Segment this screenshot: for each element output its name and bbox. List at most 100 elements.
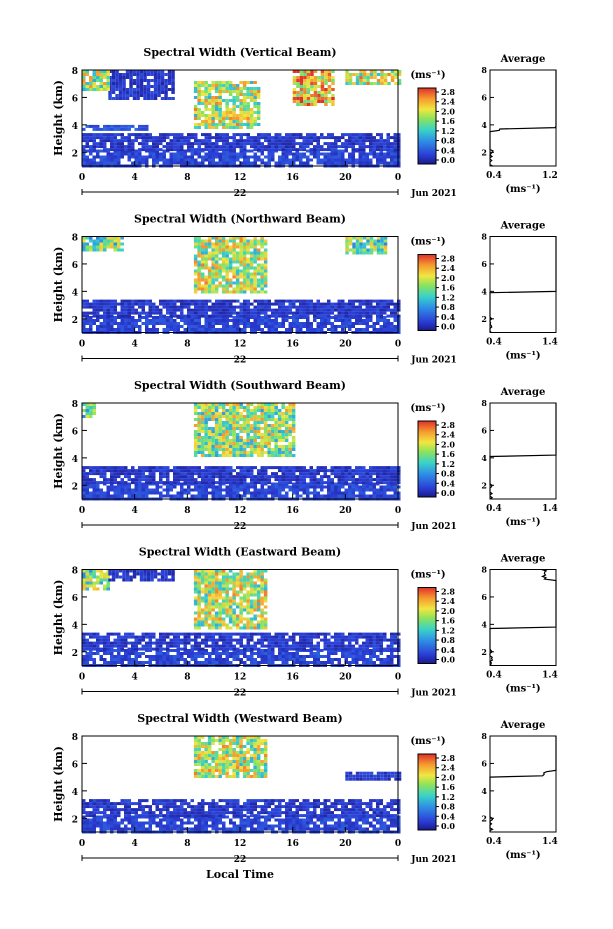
heatmap-cell: [103, 236, 107, 240]
heatmap-cell: [355, 239, 360, 243]
heatmap-cell: [218, 275, 222, 279]
heatmap-cell: [92, 73, 96, 76]
heatmap-cell: [211, 87, 215, 90]
heatmap-cell: [169, 305, 173, 309]
heatmap-cell: [256, 436, 261, 439]
heatmap-cell: [306, 158, 310, 162]
heatmap-cell: [169, 319, 173, 322]
heatmap-cell: [162, 299, 166, 303]
heatmap-cell: [232, 322, 236, 325]
heatmap-cell: [292, 161, 296, 165]
heatmap-cell: [215, 475, 219, 479]
heatmap-region: [82, 299, 401, 318]
heatmap-cell: [246, 266, 250, 270]
heatmap-cell: [162, 488, 166, 492]
heatmap-cell: [397, 148, 401, 152]
heatmap-cell: [243, 655, 247, 658]
heatmap-cell: [221, 290, 226, 294]
heatmap-cell: [337, 145, 341, 149]
heatmap-cell: [166, 142, 170, 146]
heatmap-cell: [316, 652, 320, 655]
heatmap-cell: [113, 142, 117, 146]
heatmap-cell: [176, 481, 180, 485]
heatmap-cell: [139, 82, 144, 85]
heatmap-cell: [232, 236, 236, 240]
heatmap-cell: [306, 314, 310, 318]
heatmap-cell: [285, 152, 289, 156]
heatmap-cell: [113, 469, 117, 473]
heatmap-cell: [316, 469, 320, 473]
heatmap-cell: [143, 73, 147, 76]
heatmap-cell: [330, 325, 334, 328]
heatmap-cell: [351, 305, 355, 309]
heatmap-cell: [260, 257, 264, 261]
heatmap-cell: [166, 305, 170, 309]
heatmap-cell: [218, 87, 222, 90]
heatmap-cell: [99, 127, 103, 131]
heatmap-cell: [299, 661, 303, 664]
heatmap-cell: [222, 308, 226, 312]
heatmap-cell: [166, 655, 170, 658]
heatmap-cell: [214, 81, 219, 84]
heatmap-cell: [103, 305, 107, 309]
heatmap-cell: [288, 652, 292, 655]
heatmap-cell: [320, 145, 324, 149]
heatmap-cell: [355, 308, 359, 312]
heatmap-cell: [204, 322, 208, 325]
heatmap-cell: [366, 236, 370, 240]
heatmap-cell: [239, 139, 243, 143]
heatmap-cell: [207, 245, 212, 249]
heatmap-cell: [309, 469, 313, 473]
average-x-tick-label: 0.4: [486, 338, 502, 348]
heatmap-cell: [250, 328, 254, 331]
heatmap-cell: [164, 73, 168, 76]
heatmap-cell: [99, 305, 103, 309]
heatmap-cell: [218, 105, 222, 108]
heatmap-cell: [173, 469, 177, 473]
heatmap-cell: [152, 305, 156, 309]
heatmap-cell: [193, 96, 198, 99]
heatmap-cell: [148, 155, 152, 159]
heatmap-cell: [153, 88, 158, 91]
heatmap-cell: [313, 145, 317, 149]
heatmap-cell: [134, 658, 138, 661]
heatmap-cell: [214, 248, 219, 252]
heatmap-cell: [162, 469, 166, 473]
heatmap-cell: [299, 494, 303, 498]
heatmap-cell: [281, 299, 285, 303]
heatmap-cell: [127, 302, 131, 306]
heatmap-cell: [344, 481, 348, 485]
heatmap-cell: [159, 142, 163, 146]
heatmap-cell: [250, 478, 254, 482]
heatmap-cell: [386, 325, 390, 328]
heatmap-region: [193, 403, 296, 457]
heatmap-cell: [113, 161, 117, 165]
heatmap-cell: [157, 82, 161, 85]
heatmap-cell: [131, 133, 135, 137]
heatmap-cell: [207, 436, 212, 439]
heatmap-cell: [124, 299, 128, 303]
heatmap-cell: [166, 299, 170, 303]
heatmap-cell: [85, 322, 89, 325]
heatmap-cell: [225, 239, 229, 243]
heatmap-cell: [303, 100, 307, 103]
heatmap-cell: [134, 475, 138, 479]
heatmap-cell: [260, 403, 264, 406]
heatmap-cell: [309, 652, 313, 655]
heatmap-cell: [235, 84, 240, 87]
heatmap-cell: [397, 164, 401, 168]
heatmap-cell: [264, 488, 268, 492]
heatmap-cell: [215, 308, 219, 312]
heatmap-cell: [180, 314, 184, 318]
heatmap-cell: [355, 311, 359, 315]
colorbar-unit: (ms⁻¹): [410, 237, 445, 248]
heatmap-cell: [103, 311, 107, 315]
heatmap-cell: [197, 472, 201, 476]
heatmap-cell: [243, 475, 247, 479]
heatmap-cell: [288, 316, 292, 319]
heatmap-cell: [362, 308, 366, 312]
heatmap-cell: [82, 311, 86, 315]
heatmap-cell: [299, 481, 303, 485]
heatmap-cell: [197, 148, 201, 152]
heatmap-cell: [239, 406, 243, 409]
